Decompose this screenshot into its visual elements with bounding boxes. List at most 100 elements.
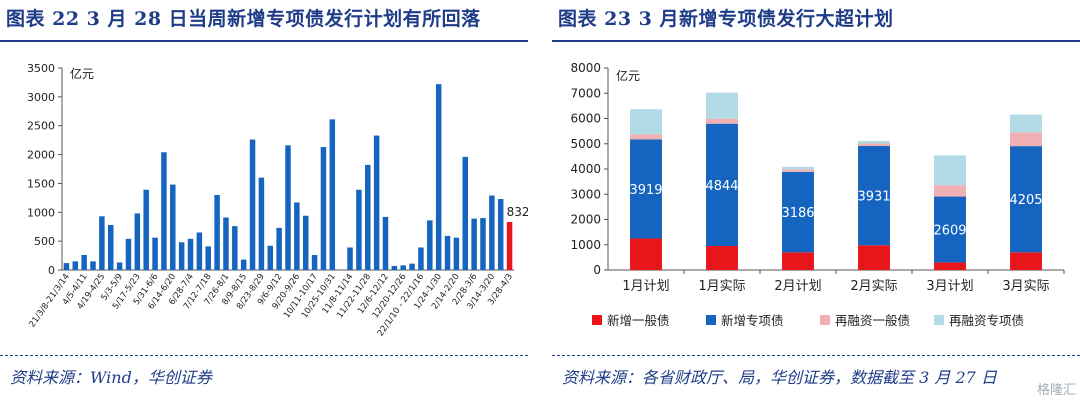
y-tick-label: 7000 bbox=[570, 86, 601, 100]
bar bbox=[391, 265, 398, 270]
segment-data-label: 3931 bbox=[857, 190, 890, 205]
bar bbox=[99, 216, 105, 270]
stacked-bar-segment bbox=[934, 196, 966, 263]
bar bbox=[285, 145, 291, 270]
left-chart-title: 图表 22 3 月 28 日当周新增专项债发行计划有所回落 bbox=[6, 8, 481, 30]
bar bbox=[81, 254, 87, 270]
bar bbox=[72, 261, 79, 270]
stacked-bar-segment bbox=[1010, 252, 1042, 270]
bar bbox=[249, 139, 256, 270]
stacked-bar-segment bbox=[706, 123, 738, 247]
bar bbox=[480, 218, 486, 270]
y-tick-label: 3000 bbox=[27, 91, 55, 104]
y-tick-label: 0 bbox=[48, 264, 55, 277]
stacked-bar-segment bbox=[1010, 146, 1042, 253]
bar bbox=[471, 218, 477, 270]
stacked-bar-segment bbox=[782, 171, 814, 253]
stacked-bar-segment bbox=[706, 246, 738, 270]
bar bbox=[356, 189, 362, 270]
stacked-bar-segment bbox=[1010, 132, 1042, 147]
bar bbox=[152, 237, 158, 270]
stacked-bar-segment bbox=[782, 166, 814, 170]
bar bbox=[302, 215, 309, 270]
bar bbox=[400, 265, 406, 270]
bar bbox=[240, 259, 247, 270]
segment-data-label: 4205 bbox=[1009, 193, 1042, 208]
right-title-divider bbox=[552, 40, 1080, 42]
segment-data-label: 4844 bbox=[705, 179, 738, 194]
left-source-note: 资料来源：Wind，华创证券 bbox=[10, 368, 212, 387]
bar bbox=[365, 164, 371, 270]
bar bbox=[418, 247, 424, 270]
y-tick-label: 1000 bbox=[570, 238, 601, 252]
left-title-divider bbox=[0, 40, 528, 42]
bar bbox=[435, 84, 442, 270]
bar bbox=[90, 261, 96, 270]
bar bbox=[232, 226, 238, 270]
y-tick-label: 8000 bbox=[570, 61, 601, 75]
right-chart-panel: 图表 23 3 月新增专项债发行大超计划 0 1000 2000 3000 4000 50… bbox=[552, 0, 1080, 404]
bar bbox=[178, 242, 185, 270]
bar bbox=[187, 238, 194, 270]
bar bbox=[223, 217, 229, 270]
bar bbox=[444, 235, 451, 270]
y-tick-label: 5000 bbox=[570, 137, 601, 151]
segment-data-label: 3186 bbox=[781, 206, 814, 221]
bar bbox=[214, 194, 220, 270]
bar bbox=[373, 135, 380, 270]
right-stacked-bar-chart: 0 1000 2000 3000 4000 5000 6000 7000 8000 亿元 1月计划 3… bbox=[570, 61, 1065, 328]
left-chart-panel: 图表 22 3 月 28 日当周新增专项债发行计划有所回落 0 500 1000 15… bbox=[0, 0, 528, 404]
highlighted-bar bbox=[506, 221, 513, 270]
bar bbox=[276, 227, 282, 270]
y-axis-unit-label: 亿元 bbox=[70, 66, 94, 81]
stacked-bar-segment bbox=[934, 185, 966, 197]
bar bbox=[453, 237, 460, 270]
y-tick-label: 6000 bbox=[570, 112, 601, 126]
x-category-label: 2月实际 bbox=[850, 279, 897, 294]
bar bbox=[143, 189, 149, 270]
x-category-label: 3月实际 bbox=[1002, 279, 1049, 294]
bar bbox=[170, 184, 176, 270]
stacked-bar-segment bbox=[706, 118, 738, 124]
bar bbox=[311, 254, 318, 270]
stacked-bar-segment bbox=[630, 134, 662, 140]
legend-label: 再融资专项债 bbox=[949, 313, 1024, 328]
stacked-bar-segment bbox=[630, 109, 662, 135]
bar bbox=[267, 245, 274, 270]
bar bbox=[427, 220, 433, 270]
bar bbox=[134, 213, 141, 270]
bar bbox=[497, 199, 504, 270]
stacked-bar-segment bbox=[858, 140, 890, 144]
bar bbox=[196, 232, 203, 270]
x-category-label: 3月计划 bbox=[926, 279, 973, 294]
stacked-bar-segment bbox=[858, 245, 890, 270]
bar bbox=[258, 177, 265, 270]
segment-data-label: 2609 bbox=[933, 223, 966, 238]
x-category-label: 1月计划 bbox=[622, 279, 669, 294]
bar bbox=[63, 263, 70, 270]
y-tick-label: 4000 bbox=[570, 162, 601, 176]
y-axis-unit-label: 亿元 bbox=[616, 68, 640, 83]
legend-swatch bbox=[592, 315, 602, 325]
right-source-note: 资料来源：各省财政厅、局，华创证券，数据截至 3 月 27 日 bbox=[562, 368, 997, 387]
legend-swatch bbox=[706, 315, 716, 325]
stacked-bar-segment bbox=[858, 143, 890, 146]
legend-swatch bbox=[934, 315, 944, 325]
bar bbox=[125, 238, 132, 270]
bar bbox=[107, 224, 114, 270]
watermark-logo: 格隆汇 bbox=[1036, 383, 1076, 398]
bar bbox=[294, 202, 300, 270]
bar bbox=[205, 246, 211, 270]
stacked-bar-segment bbox=[1010, 114, 1042, 133]
y-tick-label: 2000 bbox=[570, 213, 601, 227]
last-bar-value-label: 832 bbox=[507, 205, 528, 219]
segment-data-label: 3919 bbox=[629, 183, 662, 198]
y-tick-label: 3500 bbox=[27, 62, 55, 75]
stacked-bar-segment bbox=[782, 169, 814, 172]
bar bbox=[382, 216, 389, 270]
y-tick-label: 2000 bbox=[27, 149, 55, 162]
legend-label: 新增一般债 bbox=[607, 313, 670, 328]
stacked-bar-segment bbox=[706, 92, 738, 119]
right-chart-title: 图表 23 3 月新增专项债发行大超计划 bbox=[558, 8, 894, 30]
